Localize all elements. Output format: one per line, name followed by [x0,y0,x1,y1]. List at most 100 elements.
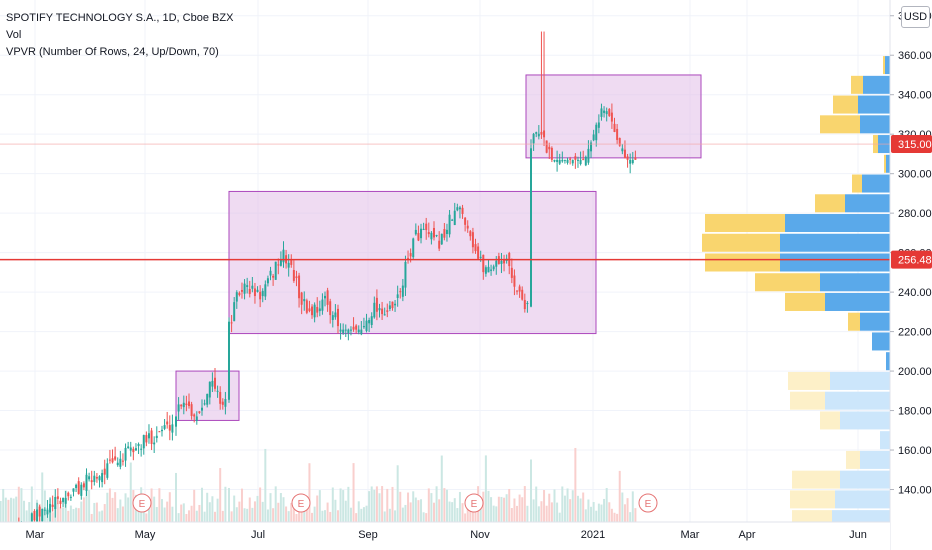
candle-body [41,508,44,522]
candle-body [584,156,587,166]
candle-body [171,424,174,433]
candle-body [214,377,216,389]
volume-bar [208,502,211,522]
volume-bar [277,502,280,522]
consolidation-box[interactable] [228,190,597,335]
volume-bar [285,506,288,522]
candle-body [396,294,399,298]
candle-body [407,257,410,259]
candle-body [610,112,613,122]
volume-bar [80,501,83,522]
volume-bar [336,510,339,522]
vpvr-down-bar [852,174,862,193]
earnings-marker[interactable] [291,493,311,513]
candle-body [98,476,101,481]
volume-bar [378,493,381,522]
price-label-box [891,250,932,269]
candle-body [134,448,137,451]
candle-body [253,288,256,297]
candle-body [362,326,365,328]
earnings-marker[interactable] [638,493,658,513]
candle-body [458,207,461,210]
vpvr-down-bar [846,450,860,469]
volume-bar [626,498,629,522]
y-axis[interactable]: 380.00360.00340.00320.00300.00280.00260.… [889,0,932,550]
volume-bar [584,509,587,522]
vpvr-down-bar [785,292,825,311]
candle-body [88,476,91,480]
candle-body [277,264,280,266]
candle-body [334,312,337,318]
candle-body [595,124,598,141]
candle-body [553,159,556,162]
candle-body [500,260,503,264]
x-axis[interactable]: Mar May Jul Sep Nov 2021 Mar Apr Jun [0,521,890,550]
volume-bar [272,508,275,522]
volume-bar [182,503,185,522]
candle-body [59,500,62,504]
vpvr-down-bar [815,194,845,213]
currency-button[interactable]: USD [901,6,930,28]
candle-body [49,503,52,513]
candle-body [579,159,582,164]
volume-bar [221,510,224,522]
volume-bar [101,510,104,522]
candle-body [129,447,132,451]
candle-body [64,497,67,504]
volume-bar [69,505,72,522]
volume-bar [608,502,611,522]
horizontal-line-group[interactable] [0,143,890,261]
volume-bar [592,502,595,522]
volume-bar [404,504,407,522]
vpvr-down-bar [833,95,858,114]
candle-body [561,159,564,162]
volume-bar [490,497,493,522]
volume-bar [497,496,500,522]
earnings-marker[interactable] [132,493,152,513]
volume-bar [569,499,572,522]
candle-body [435,235,438,237]
vpvr-indicator-label[interactable]: VPVR (Number Of Rows, 24, Up/Down, 70) [6,46,219,58]
candle-body [201,407,203,411]
volume-bar [383,511,386,522]
candle-body [530,148,532,307]
candle-body [344,329,347,331]
candle-body [30,513,33,524]
candle-body [432,227,435,238]
volume-bar [206,492,209,522]
candle-body [274,261,277,280]
earnings-marker-label: E [298,499,305,510]
candle-body [290,259,293,265]
volume-bar [321,510,324,522]
volume-bar [95,502,98,522]
earnings-marker[interactable] [464,493,484,513]
symbol-title[interactable]: SPOTIFY TECHNOLOGY S.A., 1D, Cboe BZX [6,12,234,24]
consolidation-box[interactable] [525,74,702,159]
x-tick-label: Mar [26,529,45,541]
volume-bar [305,503,308,522]
volume-bar [168,492,171,522]
volume-bar [357,501,360,522]
candle-body [537,133,540,137]
chart-legend: SPOTIFY TECHNOLOGY S.A., 1D, Cboe BZX Vo… [6,10,233,61]
candle-body [54,497,57,510]
candle-body [600,108,603,117]
volume-indicator-label[interactable]: Vol [6,29,22,41]
candle-body [206,393,209,405]
volume-bar [526,505,529,522]
volume-bar [448,501,451,522]
candle-body [469,231,472,237]
volume-bar [631,491,634,522]
candle-body [621,148,624,152]
vpvr-up-bar [880,431,890,450]
volume-bar [193,489,196,522]
candle-body [287,262,290,268]
volume-bar [56,503,59,522]
candle-body [216,390,219,392]
vpvr-up-bar [872,332,890,351]
candle-body [243,283,246,294]
candle-body [631,159,634,164]
volume-bar [430,493,433,522]
